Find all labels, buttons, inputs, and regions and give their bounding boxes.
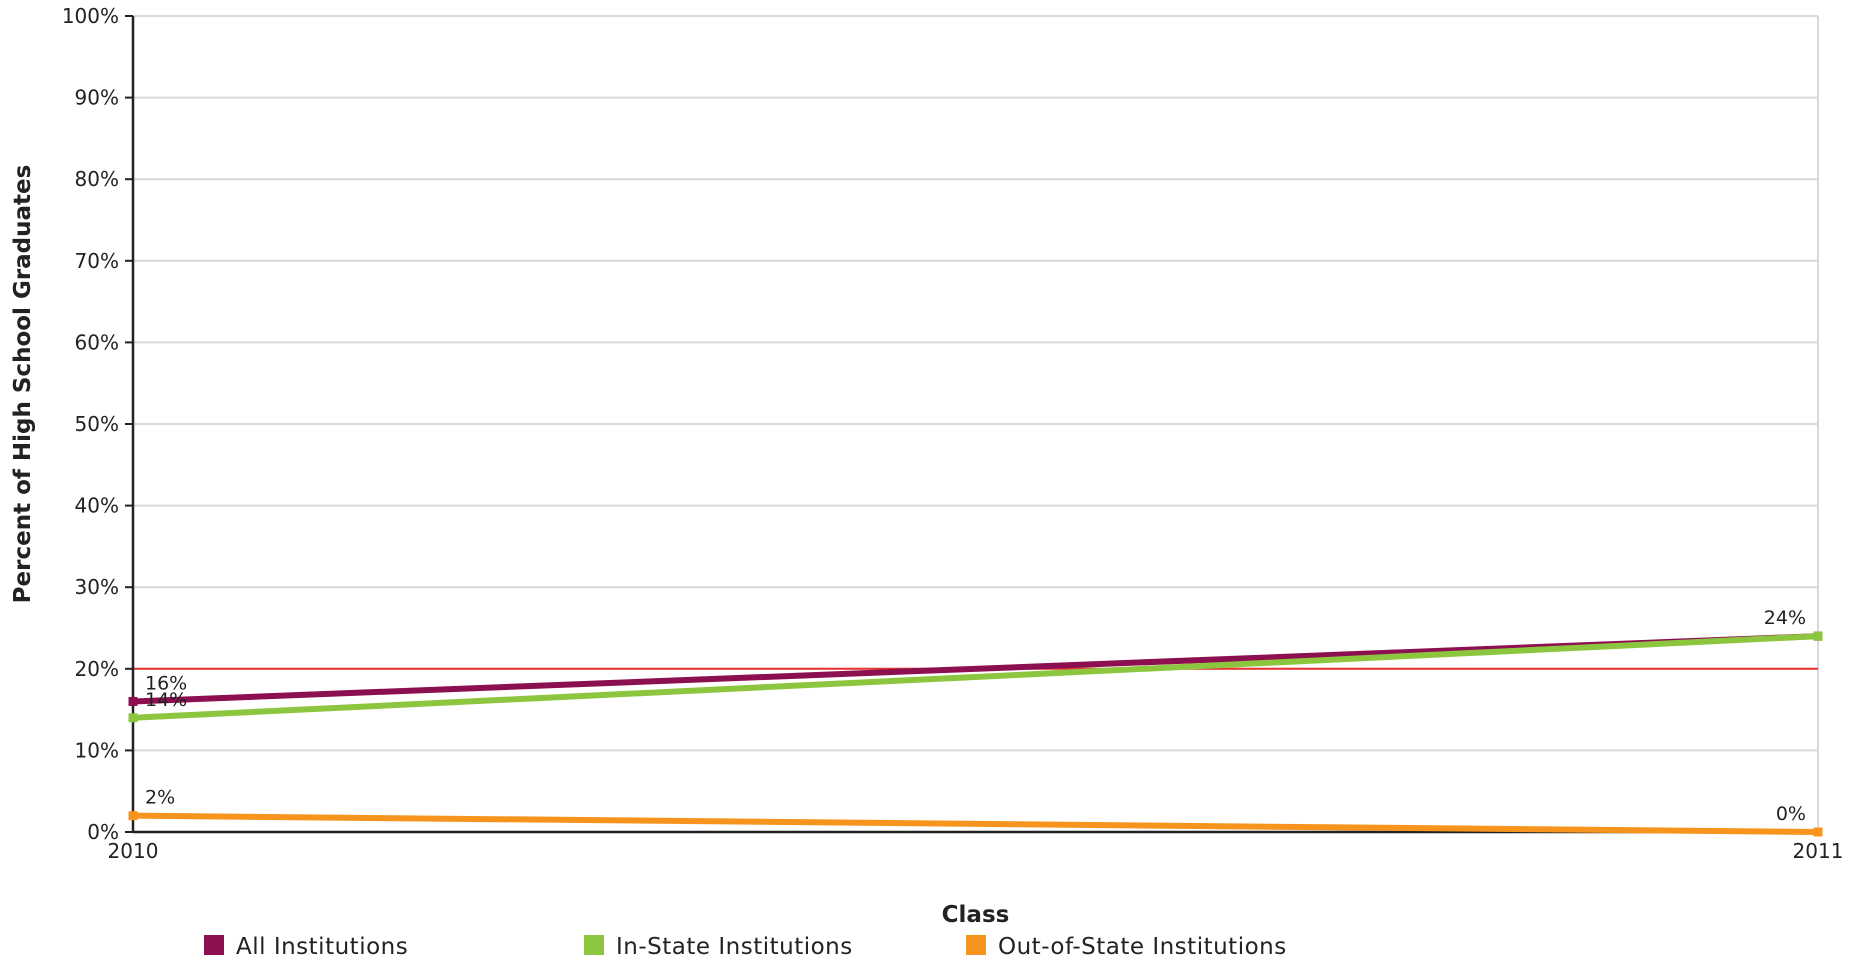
x-tick-label: 2010 [108, 839, 159, 863]
data-point [128, 696, 138, 706]
y-tick-label: 50% [75, 412, 119, 436]
data-point [1813, 827, 1823, 837]
x-tick-label: 2011 [1793, 839, 1844, 863]
series-line [132, 633, 1819, 721]
legend-swatch [204, 935, 224, 955]
gridlines [133, 15, 1819, 832]
axis-titles: Class Percent of High School Graduates [10, 165, 1009, 928]
y-tick-label: 20% [75, 657, 119, 681]
data-label: 14% [145, 689, 187, 711]
legend-swatch [584, 935, 604, 955]
legend: All Institutions In-State Institutions Out… [204, 934, 1287, 960]
y-tick-label: 70% [75, 249, 119, 273]
data-labels: 16%14% 24% 2% 0% [145, 607, 1806, 825]
y-axis-title: Percent of High School Graduates [10, 165, 36, 604]
series-lines [128, 631, 1823, 837]
y-tick-label: 100% [62, 4, 119, 28]
legend-label: Out-of-State Institutions [998, 934, 1287, 960]
data-point [1813, 631, 1823, 641]
legend-item: In-State Institutions [584, 934, 853, 960]
y-tick-label: 60% [75, 330, 119, 354]
y-tick-label: 10% [75, 738, 119, 762]
x-axis-title: Class [942, 902, 1010, 928]
y-tick-label: 30% [75, 575, 119, 599]
data-label: 2% [145, 787, 175, 809]
legend-swatch [966, 935, 986, 955]
data-label: 16% [145, 672, 187, 694]
y-tick-label: 90% [75, 86, 119, 110]
y-tick-label: 40% [75, 494, 119, 518]
legend-item: Out-of-State Institutions [966, 934, 1287, 960]
data-label: 0% [1776, 803, 1806, 825]
data-point [128, 713, 138, 723]
data-point [128, 811, 138, 821]
data-label: 24% [1764, 607, 1806, 629]
legend-label: All Institutions [236, 934, 408, 960]
legend-item: All Institutions [204, 934, 408, 960]
series-line [132, 812, 1819, 835]
y-tick-label: 0% [87, 820, 119, 844]
legend-label: In-State Institutions [616, 934, 853, 960]
axes: 0% 10% 20% 30% 40% 50% 60% 70% 80% 90% 100% 2010 201… [62, 4, 1844, 863]
y-tick-label: 80% [75, 167, 119, 191]
